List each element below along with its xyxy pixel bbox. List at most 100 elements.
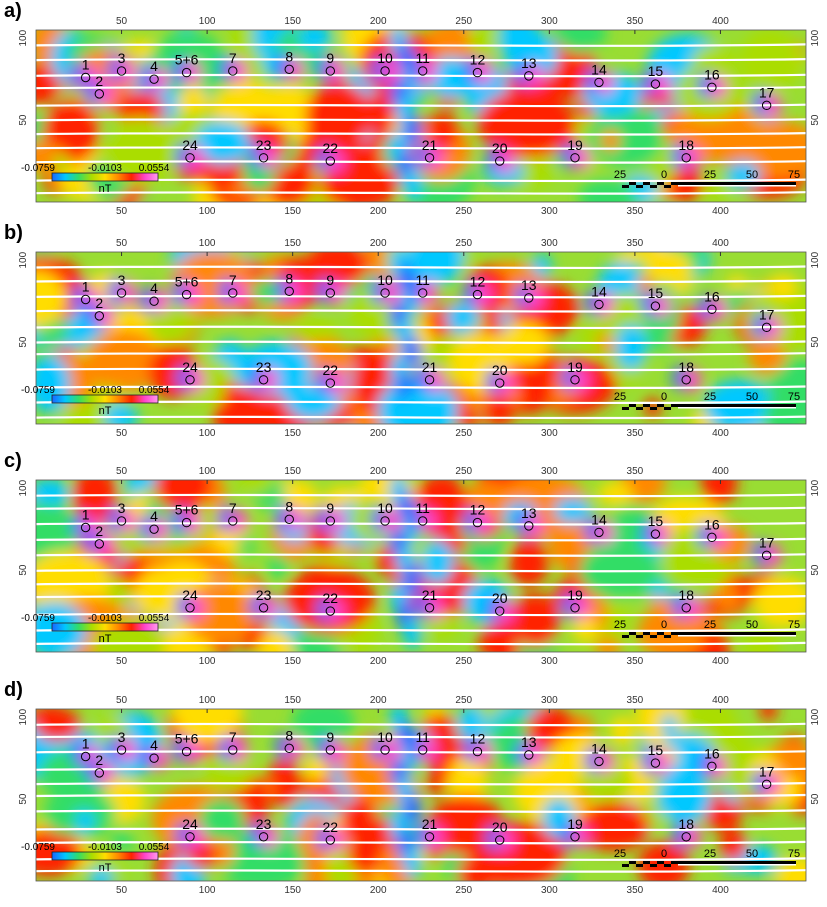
anomaly-marker [228, 745, 238, 755]
anomaly-marker [495, 606, 505, 616]
x-tick-label: 350 [627, 16, 644, 27]
x-tick-label: 150 [284, 695, 301, 706]
anomaly-label: 15 [648, 63, 664, 79]
anomaly-marker [570, 832, 580, 842]
x-tick-label-bottom: 300 [541, 885, 558, 896]
magnetic-map: 5050100100150150200200250250300300350350… [18, 16, 821, 217]
colorbar-tick-label: 0.0554 [139, 385, 170, 396]
colorbar-unit: nT [99, 862, 112, 874]
anomaly-label: 21 [422, 137, 438, 153]
anomaly-marker [424, 603, 435, 613]
colorbar-unit: nT [99, 633, 112, 645]
anomaly-label: 20 [492, 140, 508, 156]
scale-bar-label: 25 [704, 391, 716, 403]
anomaly-marker [325, 745, 336, 755]
anomaly-marker [185, 153, 195, 163]
x-tick-label: 200 [370, 466, 387, 477]
anomaly-label: 3 [118, 729, 126, 745]
anomaly-marker [594, 756, 604, 767]
anomaly-marker [94, 311, 105, 321]
colorbar-tick-label: -0.0759 [21, 163, 55, 174]
magnetic-map: 5050100100150150200200250250300300350350… [18, 238, 821, 439]
x-tick-label: 100 [199, 238, 216, 249]
anomaly-label: 22 [323, 590, 339, 606]
anomaly-marker [284, 64, 294, 75]
anomaly-label: 11 [415, 729, 430, 745]
anomaly-marker [284, 743, 294, 754]
y-tick-label: 50 [18, 114, 29, 126]
anomaly-marker [94, 539, 105, 549]
anomaly-marker [149, 296, 159, 306]
anomaly-marker [418, 66, 428, 76]
scale-bar-label: 0 [661, 391, 667, 403]
anomaly-label: 1 [82, 57, 90, 73]
x-tick-label-bottom: 200 [370, 206, 387, 217]
x-tick-label-bottom: 300 [541, 206, 558, 217]
panel-label: b) [4, 222, 23, 244]
anomaly-marker [681, 603, 691, 613]
anomaly-label: 19 [567, 816, 583, 832]
anomaly-marker [181, 517, 192, 528]
anomaly-label: 16 [704, 288, 720, 304]
y-tick-label-right: 50 [810, 564, 821, 576]
panel-d: d) 50 50 100 100 150 150 200 200 250 250 300 300 350 3… [0, 679, 827, 901]
anomaly-label: 2 [95, 523, 103, 539]
anomaly-label: 17 [759, 84, 775, 100]
scale-bar-label: 25 [704, 619, 716, 631]
anomaly-marker [594, 299, 604, 310]
anomaly-marker [524, 71, 534, 81]
anomaly-label: 3 [118, 500, 126, 516]
colorbar-tick-label: -0.0759 [21, 385, 55, 396]
anomaly-marker [761, 100, 772, 111]
anomaly-label: 5+6 [175, 731, 199, 747]
anomaly-label: 14 [591, 740, 607, 756]
scale-bar-label: 50 [746, 169, 758, 181]
x-tick-label-bottom: 250 [455, 428, 472, 439]
anomaly-label: 21 [422, 816, 438, 832]
anomaly-marker [325, 606, 336, 616]
scale-bar-label: 25 [704, 848, 716, 860]
scale-bar-label: 0 [661, 848, 667, 860]
x-tick-label-bottom: 50 [116, 885, 128, 896]
anomaly-label: 7 [229, 50, 237, 66]
anomaly-label: 18 [678, 359, 694, 375]
anomaly-label: 15 [648, 513, 664, 529]
scale-bar-label: 75 [788, 391, 800, 403]
anomaly-label: 5+6 [175, 502, 199, 518]
anomaly-marker [116, 516, 127, 526]
anomaly-marker [424, 375, 435, 385]
y-tick-label: 50 [18, 564, 29, 576]
scale-bar [622, 182, 796, 188]
anomaly-label: 13 [521, 55, 537, 71]
x-tick-label-bottom: 150 [284, 428, 301, 439]
colorbar [51, 172, 159, 182]
scale-bar-label: 50 [746, 848, 758, 860]
scale-bar-label: 25 [704, 169, 716, 181]
anomaly-label: 22 [323, 362, 339, 378]
anomaly-label: 23 [256, 816, 272, 832]
anomaly-label: 23 [256, 359, 272, 375]
x-tick-label-bottom: 400 [712, 885, 729, 896]
anomaly-marker [325, 156, 336, 166]
x-tick-label: 300 [541, 466, 558, 477]
anomaly-label: 16 [704, 745, 720, 761]
anomaly-label: 9 [326, 500, 334, 516]
x-tick-label: 250 [455, 466, 472, 477]
anomaly-marker [258, 153, 269, 163]
magnetic-map: 5050100100150150200200250250300300350350… [18, 695, 821, 896]
anomaly-label: 2 [95, 295, 103, 311]
anomaly-marker [380, 516, 390, 526]
x-tick-label: 400 [712, 695, 729, 706]
anomaly-marker [80, 751, 91, 762]
anomaly-marker [650, 301, 661, 311]
x-tick-label: 50 [116, 16, 128, 27]
x-tick-label: 350 [627, 695, 644, 706]
anomaly-marker [116, 66, 127, 76]
anomaly-marker [524, 293, 534, 303]
anomaly-marker [594, 527, 604, 538]
anomaly-marker [681, 832, 691, 842]
anomaly-label: 12 [470, 502, 486, 518]
colorbar [51, 851, 159, 861]
x-tick-label: 400 [712, 16, 729, 27]
anomaly-marker [472, 289, 483, 300]
